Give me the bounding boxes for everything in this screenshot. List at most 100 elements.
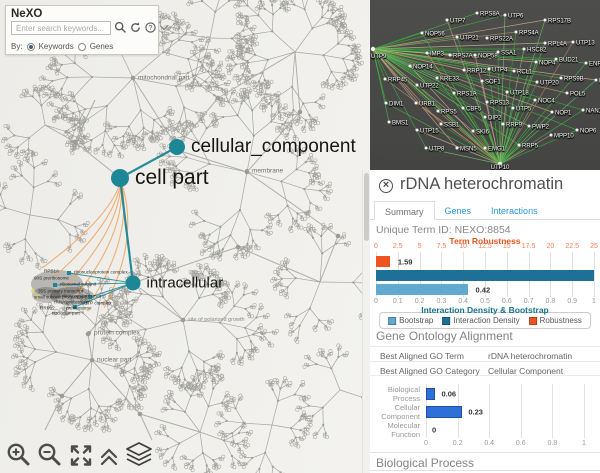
gene-node-label: RPS9B <box>564 77 584 83</box>
cluster-term-label: 35S primary transcript <box>38 288 83 294</box>
tab-genes[interactable]: Genes <box>444 206 472 216</box>
gene-node-label: RPS17B <box>548 19 571 25</box>
bar-value: 1.59 <box>397 257 413 266</box>
chart-legend: Bootstrap Interaction Density Robustness <box>379 312 591 329</box>
go-table-row: Best Aligned GO Term rDNA heterochromatin <box>370 346 600 361</box>
gridline <box>584 384 585 438</box>
gene-node-label: NOP6 <box>580 129 597 135</box>
axis-tick: 0.7 <box>523 298 534 305</box>
view-controls <box>6 441 154 469</box>
fit-view-icon[interactable] <box>68 442 94 469</box>
ontology-graph-canvas[interactable] <box>0 0 372 473</box>
gene-node-label: UTP15 <box>420 129 439 135</box>
axis-tick: 0.6 <box>515 440 526 447</box>
term-label[interactable]: protein complex <box>94 329 140 337</box>
term-title: rDNA heterochromatin <box>400 175 564 193</box>
gene-node-label: MSN5 <box>460 147 477 153</box>
cluster-term-label: RPS1A <box>44 268 60 274</box>
divider <box>370 452 600 453</box>
gene-node-label: URB1 <box>419 102 436 108</box>
radio-keywords[interactable] <box>26 42 35 51</box>
search-icon[interactable] <box>114 21 127 34</box>
gene-node-label: RPS22A <box>490 37 513 43</box>
close-icon[interactable]: × <box>379 179 393 193</box>
legend-swatch <box>388 316 397 325</box>
axis-tick: 0 <box>374 243 378 250</box>
detail-tabs: Summary Genes Interactions <box>370 200 600 220</box>
axis-tick: 0.8 <box>547 440 558 447</box>
gene-node-label: RRP45 <box>388 78 408 84</box>
gene-node-label: RPL4A <box>548 42 567 48</box>
category-label: Biological Process <box>387 385 420 403</box>
term-label[interactable]: mitochondrial part <box>138 74 190 82</box>
gene-node-label: KRE33 <box>440 77 460 83</box>
legend-swatch <box>528 316 537 325</box>
search-panel: NeXO ? By: Keywords Genes <box>5 5 169 55</box>
axis-tick: 1 <box>592 298 596 305</box>
gene-node-label: HSC82 <box>527 48 547 54</box>
search-mode-row: By: Keywords Genes <box>11 42 113 51</box>
cluster-term-label: rRNA processing <box>54 299 89 305</box>
collapse-up-icon[interactable] <box>99 445 119 469</box>
cluster-term-label: ribosomal subunit <box>60 281 97 287</box>
axis-tick: 5 <box>417 243 422 250</box>
zoom-out-icon[interactable] <box>37 442 63 469</box>
axis-tick: 1 <box>582 440 586 447</box>
gene-node-label: UTP8 <box>429 147 445 153</box>
biological-process-heading: Biological Process <box>376 456 475 470</box>
gene-node-label: NAN1 <box>586 109 600 115</box>
search-input[interactable] <box>11 21 111 35</box>
gene-node-label: RRP9 <box>506 123 523 129</box>
cluster-term-label: nucleolar part <box>52 310 80 316</box>
gene-node-label: DIP2 <box>488 116 502 122</box>
axis-tick: 0 <box>424 440 428 447</box>
gene-node-label: UTP5 <box>516 107 532 113</box>
gene-node-label: UTP13 <box>576 41 595 47</box>
gene-node-label: UTP6 <box>508 14 524 20</box>
term-label[interactable]: site of polarized growth <box>188 317 245 323</box>
tab-interactions[interactable]: Interactions <box>491 206 538 216</box>
tab-summary[interactable]: Summary <box>374 201 435 220</box>
legend-item[interactable]: Bootstrap <box>388 316 433 325</box>
gene-network-panel[interactable]: UTP9 UTP10 UTP7 RPS8A UTP6 RPS17B NOP56 UTP21 RP… <box>370 0 600 170</box>
collapse-icon[interactable] <box>159 21 169 31</box>
bar-biological-process <box>426 388 436 400</box>
bar-value: 0.42 <box>475 285 491 294</box>
go-aspect-chart: 0 0.2 0.4 0.6 0.8 1 Biological Process 0.06 Cell… <box>370 170 600 450</box>
gene-node-label: BMS1 <box>392 121 409 127</box>
gene-node-label: ENP1 <box>589 62 600 68</box>
term-label-cell-part[interactable]: cell part <box>135 166 209 189</box>
gene-node-label: SOF1 <box>485 80 501 86</box>
unique-term-id: Unique Term ID: NEXO:8854 <box>376 224 511 236</box>
help-icon[interactable]: ? <box>144 21 157 34</box>
term-label-cellular-component[interactable]: cellular_component <box>191 136 356 157</box>
radio-genes[interactable] <box>77 42 86 51</box>
gene-node-label: RRP12 <box>467 69 487 75</box>
gene-node-label: RPS4A <box>519 31 539 37</box>
legend-item[interactable]: Interaction Density <box>442 316 520 325</box>
bar-interaction-density <box>376 270 594 281</box>
term-label[interactable]: membrane <box>252 167 284 175</box>
gridline <box>520 384 522 438</box>
go-alignment-heading: Gene Ontology Alignment <box>376 329 513 343</box>
cluster-term-label: ribosome precursor <box>62 293 102 299</box>
axis-tick: 17.5 <box>521 243 536 250</box>
axis-tick: 10 <box>459 243 468 250</box>
term-label[interactable]: nuclear part <box>97 356 132 364</box>
robustness-title: Term Robustness <box>449 236 521 246</box>
gene-node-label: UTP9 <box>371 54 387 60</box>
axis-tick: 0.2 <box>414 298 425 305</box>
gene-node-label: EMG1 <box>488 147 506 153</box>
gene-node-label: NOP4 <box>539 61 556 67</box>
gene-node-label: UTP22 <box>420 84 439 90</box>
legend-item[interactable]: Robustness <box>528 316 582 325</box>
scrollbar-thumb[interactable] <box>363 173 369 241</box>
app-title: NeXO <box>11 8 43 20</box>
gene-node-label: NOC4 <box>538 99 555 105</box>
bar-value: 0.23 <box>468 407 483 417</box>
zoom-in-icon[interactable] <box>6 442 32 469</box>
by-label: By: <box>11 42 23 51</box>
layers-icon[interactable] <box>124 441 154 469</box>
term-label-intracellular[interactable]: intracellular <box>146 274 224 292</box>
refresh-icon[interactable] <box>129 21 142 34</box>
